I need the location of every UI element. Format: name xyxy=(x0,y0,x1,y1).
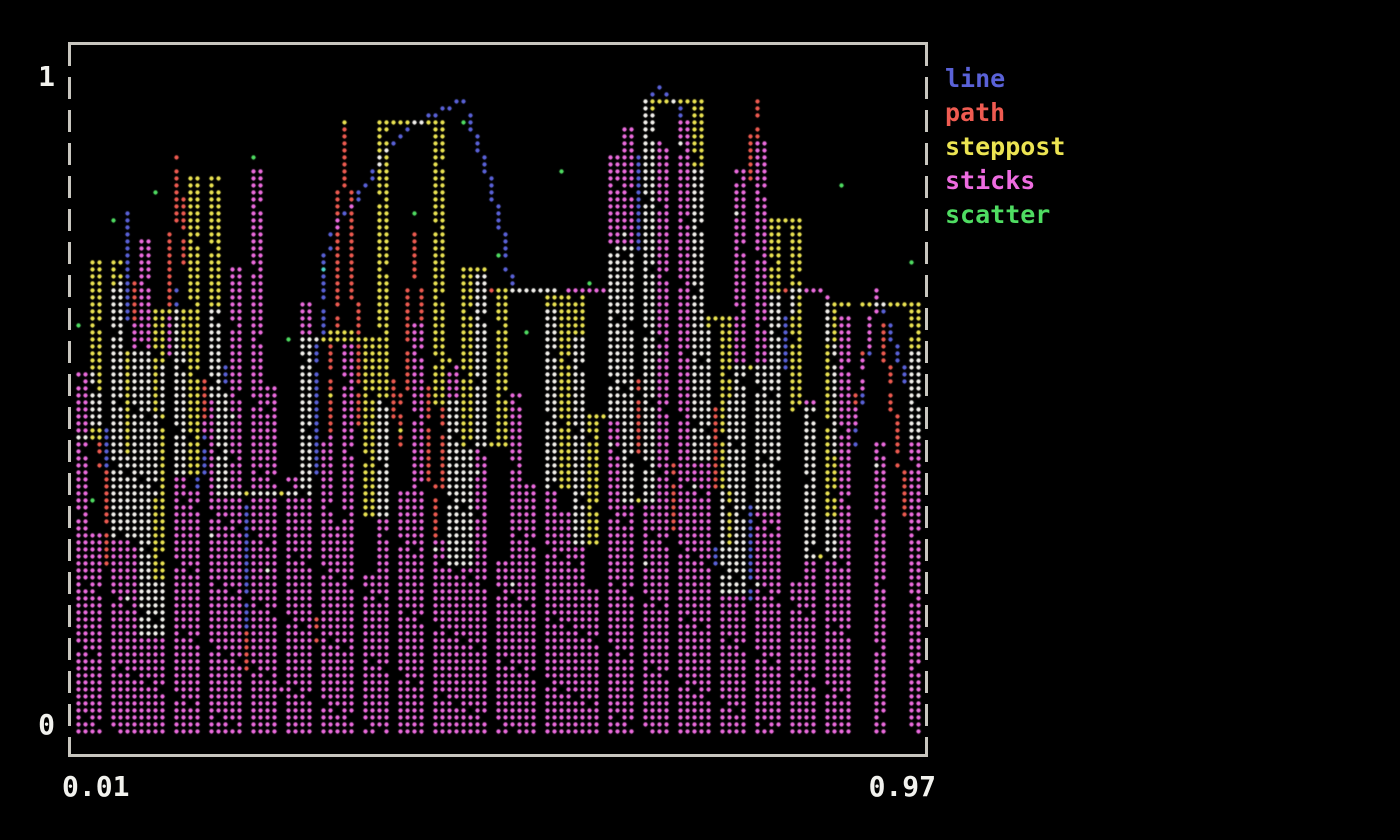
y-axis-min-label: 0 xyxy=(38,708,55,741)
legend-item-line: line xyxy=(945,64,1006,93)
plot-canvas xyxy=(68,42,925,755)
legend: line path steppost sticks scatter xyxy=(945,62,1065,232)
x-axis-min-label: 0.01 xyxy=(62,770,130,803)
legend-item-steppost: steppost xyxy=(945,132,1066,161)
y-axis-max-label: 1 xyxy=(38,60,55,93)
legend-item-scatter: scatter xyxy=(945,200,1051,229)
plot-border-right xyxy=(925,44,928,757)
legend-item-path: path xyxy=(945,98,1006,127)
x-axis-max-label: 0.97 xyxy=(868,770,936,803)
legend-item-sticks: sticks xyxy=(945,166,1036,195)
plot-border-bottom xyxy=(68,754,928,757)
